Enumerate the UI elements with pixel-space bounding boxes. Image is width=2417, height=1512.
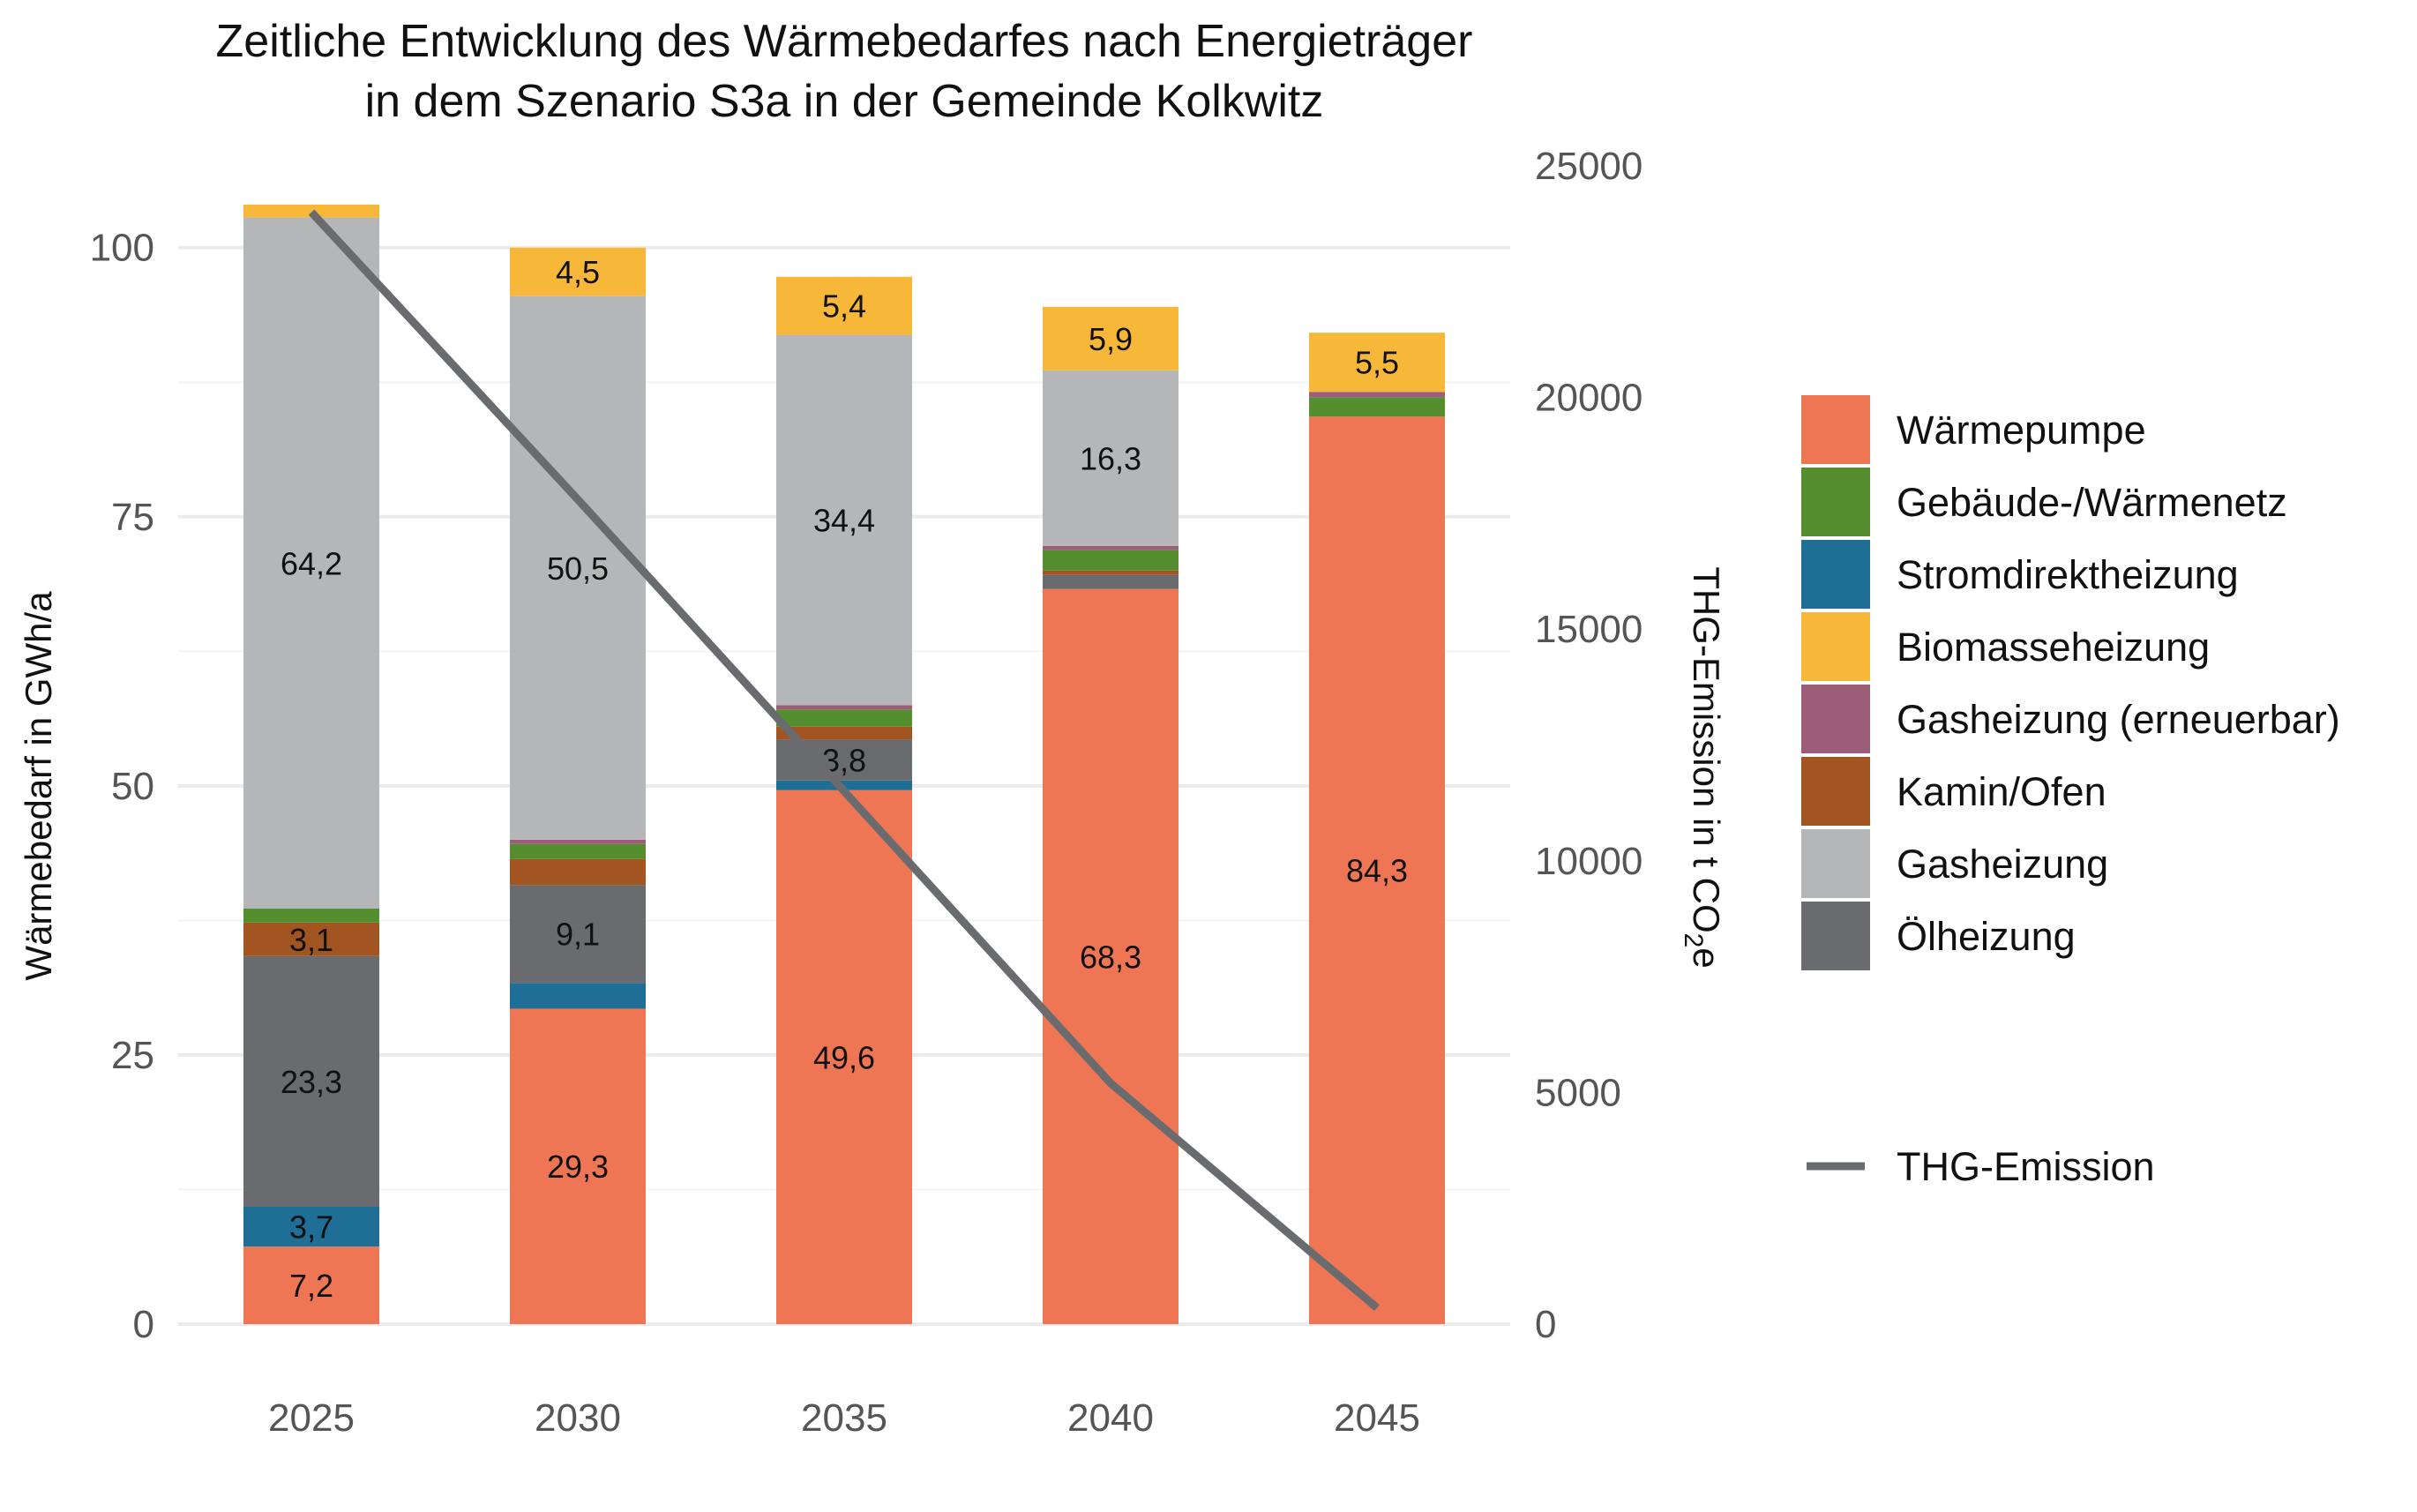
legend-label: Ölheizung — [1897, 914, 2076, 959]
bar-value-label: 49,6 — [813, 1039, 875, 1075]
bar-segment — [776, 709, 912, 727]
legend-label: Stromdirektheizung — [1897, 552, 2239, 597]
bar-segment — [510, 247, 646, 296]
bar-value-label: 5,5 — [1355, 345, 1399, 381]
bar-segment — [1309, 392, 1445, 398]
bar-segment — [510, 296, 646, 840]
bar-segment — [510, 839, 646, 844]
legend-swatch — [1801, 468, 1870, 536]
bar-segment — [1043, 574, 1179, 589]
bar-segment — [1309, 397, 1445, 417]
x-tick-label: 2040 — [1067, 1396, 1154, 1440]
y2-tick-label: 0 — [1535, 1303, 1556, 1346]
bar-segment — [510, 983, 646, 1009]
bar-segment — [243, 217, 379, 909]
bar-value-label: 50,5 — [547, 550, 609, 587]
bar-segment — [1043, 570, 1179, 575]
legend-label: Biomasseheizung — [1897, 625, 2210, 670]
bar-value-label: 9,1 — [556, 917, 600, 953]
x-tick-label: 2030 — [535, 1396, 621, 1440]
legend-swatch — [1801, 540, 1870, 609]
y2-tick-label: 15000 — [1535, 608, 1643, 651]
bar-segment — [510, 1008, 646, 1324]
bar-value-label: 64,2 — [281, 545, 342, 581]
legend-swatch — [1801, 757, 1870, 826]
bar-segment — [776, 705, 912, 710]
bar-segment — [776, 790, 912, 1324]
bar-segment — [776, 726, 912, 740]
bar-segment — [510, 858, 646, 886]
bar-value-label: 4,5 — [556, 254, 600, 290]
bar-value-label: 5,4 — [822, 288, 866, 325]
bar-segment — [243, 955, 379, 1207]
bar-segment — [776, 334, 912, 706]
bar-value-label: 68,3 — [1080, 939, 1141, 975]
y2-axis-title: THG-Emission in t CO2e — [1679, 566, 1727, 968]
bar-segment — [243, 1246, 379, 1324]
chart-title-line-1: Zeitliche Entwicklung des Wärmebedarfes … — [216, 16, 1473, 67]
legend-label: Gebäude-/Wärmenetz — [1897, 480, 2287, 525]
legend-label: THG-Emission — [1897, 1144, 2155, 1189]
legend-label: Gasheizung (erneuerbar) — [1897, 697, 2340, 742]
bar-segment — [243, 922, 379, 956]
bar-value-label: 16,3 — [1080, 440, 1141, 476]
legend-label: Gasheizung — [1897, 842, 2108, 887]
bar-value-label: 23,3 — [281, 1064, 342, 1100]
chart-title-line-2: in dem Szenario S3a in der Gemeinde Kolk… — [365, 76, 1324, 127]
bar-value-label: 34,4 — [813, 502, 875, 538]
bar-segment — [243, 204, 379, 218]
legend-swatch — [1801, 902, 1870, 970]
bar-value-label: 5,9 — [1089, 321, 1133, 357]
bar-value-label: 84,3 — [1346, 853, 1408, 889]
bar-segment — [510, 843, 646, 859]
legend-label: Kamin/Ofen — [1897, 769, 2106, 814]
y2-tick-label: 5000 — [1535, 1071, 1621, 1114]
legend-label: Wärmepumpe — [1897, 408, 2146, 453]
bar-segment — [1043, 306, 1179, 371]
bar-segment — [510, 885, 646, 984]
bar-segment — [776, 780, 912, 790]
y-tick-label: 75 — [111, 496, 154, 539]
bar-segment — [1043, 550, 1179, 571]
y2-tick-label: 10000 — [1535, 840, 1643, 883]
y2-tick-label: 20000 — [1535, 377, 1643, 420]
legend-swatch — [1801, 612, 1870, 681]
bar-segment — [1043, 370, 1179, 546]
y-tick-label: 100 — [90, 227, 154, 270]
legend-swatch — [1801, 685, 1870, 753]
bar-value-label: 7,2 — [289, 1268, 333, 1304]
x-tick-label: 2025 — [268, 1396, 355, 1440]
y-tick-label: 50 — [111, 765, 154, 808]
x-tick-label: 2035 — [801, 1396, 887, 1440]
y-axis-title: Wärmebedarf in GWh/a — [18, 591, 59, 981]
bar-segment — [243, 1206, 379, 1247]
y-tick-label: 25 — [111, 1034, 154, 1077]
bar-value-label: 3,7 — [289, 1209, 333, 1246]
bar-segment — [776, 276, 912, 335]
x-tick-label: 2045 — [1334, 1396, 1420, 1440]
emission-line — [308, 209, 1380, 1312]
bar-segment — [1309, 333, 1445, 393]
legend-swatch — [1801, 829, 1870, 898]
y-tick-label: 0 — [133, 1303, 154, 1346]
bar-value-label: 3,1 — [289, 922, 333, 958]
bar-value-label: 29,3 — [547, 1149, 609, 1185]
bar-segment — [243, 908, 379, 923]
legend-swatch — [1801, 395, 1870, 464]
bar-segment — [1309, 416, 1445, 1325]
bar-segment — [1043, 545, 1179, 550]
y2-tick-label: 25000 — [1535, 145, 1643, 188]
bar-segment — [1043, 588, 1179, 1324]
